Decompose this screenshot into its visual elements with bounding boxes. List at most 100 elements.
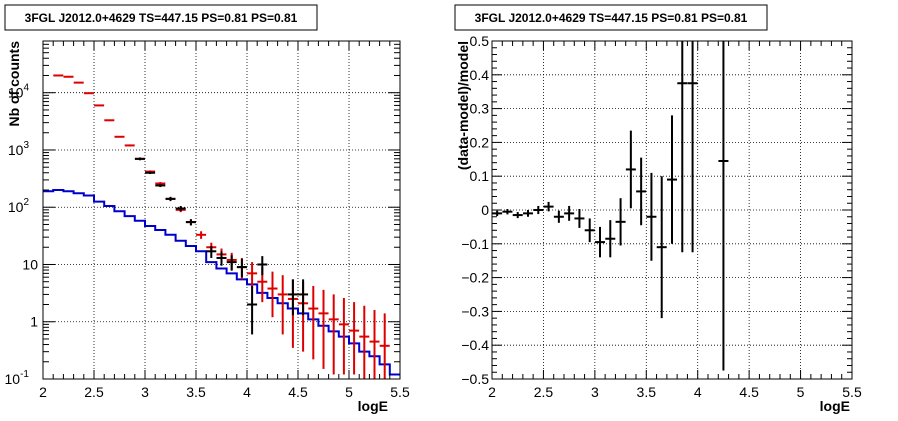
model-total-point — [247, 262, 258, 289]
y-tick-label: −0.2 — [461, 270, 489, 286]
y-tick-label: −0.4 — [461, 337, 489, 353]
y-tick-label: −0.3 — [461, 303, 489, 319]
residual-point — [564, 205, 575, 221]
residual-point — [533, 205, 544, 215]
data-point — [134, 157, 145, 161]
data-point — [185, 219, 196, 226]
model-total-point — [338, 297, 349, 375]
residual-point — [677, 41, 688, 253]
model-source-step-line — [43, 188, 400, 376]
model-total-point — [359, 305, 370, 379]
model-total-point — [53, 74, 64, 77]
y-tick-label: 103 — [8, 140, 30, 158]
model-total-point — [369, 310, 380, 379]
counts-panel: 2 2.5 3 3.5 4 4.5 5 5.5 10-1 1 10 102 103 104 logE Nb o… — [4, 4, 410, 414]
residual-point — [687, 41, 698, 253]
residual-point — [502, 208, 513, 215]
y-tick-label: −0.1 — [461, 236, 489, 252]
title-box — [4, 4, 318, 31]
y-tick-label: 10 — [22, 256, 38, 272]
residual-point — [625, 130, 636, 209]
y-tick-label: 0 — [481, 202, 489, 218]
data-point — [257, 256, 268, 276]
model-total-point — [196, 231, 207, 239]
data-point — [298, 279, 309, 316]
residual-point — [574, 208, 585, 228]
model-total-point — [277, 275, 288, 335]
data-point — [175, 206, 186, 212]
residual-point — [646, 172, 657, 261]
x-tick-label: 4.5 — [739, 384, 759, 400]
y-tick-label: 0.4 — [470, 67, 490, 83]
x-tick-label: 5 — [797, 384, 805, 400]
x-tick-label: 3 — [591, 384, 599, 400]
y-tick-label: 0.5 — [470, 33, 490, 49]
chart-title: 3FGL J2012.0+4629 TS=447.15 PS=0.81 PS=0… — [475, 11, 748, 25]
x-tick-label: 5.5 — [842, 384, 862, 400]
residual-point — [636, 157, 647, 226]
data-point — [155, 183, 166, 188]
x-tick-label: 5.5 — [390, 384, 410, 400]
residual-point — [523, 210, 533, 217]
data-point — [287, 279, 298, 316]
y-tick-label: 0.1 — [470, 168, 490, 184]
y-tick-label: 0.3 — [470, 101, 490, 117]
residual-point — [512, 212, 523, 219]
model-total-point — [124, 144, 135, 147]
residual-point — [553, 210, 564, 223]
residual-point — [584, 218, 595, 243]
residual-panel: 2 2.5 3 3.5 4 4.5 5 5.5 −0.5 −0.4 −0.3 −0.2 −0.1 0 0.1… — [454, 4, 862, 414]
residual-point — [718, 41, 729, 371]
model-total-point — [63, 75, 74, 78]
plot-frame — [42, 40, 401, 380]
x-tick-label: 2.5 — [84, 384, 104, 400]
y-tick-label: 10-1 — [5, 369, 30, 387]
residual-point — [492, 210, 503, 217]
y-tick-label: −0.5 — [461, 371, 489, 387]
model-total-point — [328, 294, 339, 375]
model-total-point — [73, 81, 84, 84]
x-tick-label: 4 — [243, 384, 251, 400]
data-point — [216, 251, 227, 266]
model-total-point — [104, 119, 115, 122]
model-total-point — [114, 135, 125, 138]
model-total-point — [379, 313, 390, 379]
x-tick-label: 3.5 — [637, 384, 657, 400]
residual-point — [595, 226, 605, 258]
residual-point — [656, 176, 667, 319]
residual-point — [605, 220, 616, 258]
y-tick-label: 104 — [8, 83, 30, 101]
data-point — [206, 246, 217, 258]
x-tick-label: 5 — [345, 384, 353, 400]
title-box — [454, 4, 768, 31]
model-total-point — [94, 104, 105, 107]
x-tick-label: 3 — [141, 384, 149, 400]
data-point — [247, 286, 258, 335]
y-axis-label: (data-model)/model — [455, 41, 471, 170]
residual-point — [667, 115, 677, 244]
model-total-point — [267, 271, 278, 318]
y-axis-label: Nb of counts — [6, 41, 22, 127]
residual-point — [615, 198, 626, 246]
x-axis-label: logE — [820, 398, 850, 414]
x-tick-label: 2.5 — [534, 384, 554, 400]
model-total-point — [318, 289, 329, 369]
x-tick-label: 3.5 — [186, 384, 206, 400]
model-total-point — [349, 302, 360, 375]
y-tick-label: 1 — [30, 314, 38, 330]
y-tick-label: 0.2 — [470, 134, 490, 150]
data-point — [145, 171, 156, 175]
x-tick-label: 2 — [488, 384, 496, 400]
model-total-point — [83, 92, 94, 95]
x-tick-label: 4.5 — [288, 384, 308, 400]
x-axis-label: logE — [358, 398, 388, 414]
data-point — [165, 196, 176, 202]
x-tick-label: 4 — [694, 384, 702, 400]
data-point — [236, 258, 247, 278]
x-tick-label: 2 — [39, 384, 47, 400]
residual-point — [543, 201, 554, 212]
chart-title: 3FGL J2012.0+4629 TS=447.15 PS=0.81 PS=0… — [25, 11, 298, 25]
y-tick-label: 102 — [8, 197, 30, 215]
data-point — [226, 255, 237, 271]
